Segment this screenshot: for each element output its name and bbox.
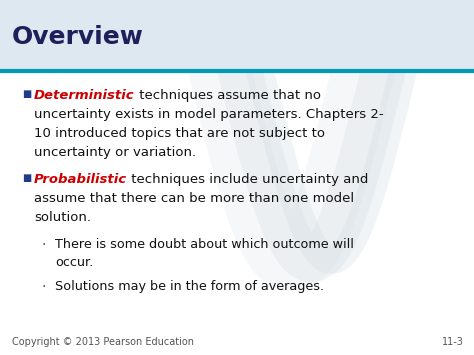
Bar	[0, 0, 474, 71]
Text: ■: ■	[22, 173, 31, 183]
Text: solution.: solution.	[34, 211, 91, 224]
Text: assume that there can be more than one model: assume that there can be more than one m…	[34, 192, 354, 205]
Text: techniques include uncertainty and: techniques include uncertainty and	[127, 173, 368, 186]
Text: uncertainty exists in model parameters. Chapters 2-: uncertainty exists in model parameters. …	[34, 108, 383, 121]
Text: techniques assume that no: techniques assume that no	[135, 89, 320, 102]
Text: Probabilistic: Probabilistic	[34, 173, 127, 186]
Text: uncertainty or variation.: uncertainty or variation.	[34, 146, 196, 159]
Text: Overview: Overview	[12, 25, 144, 49]
Text: ·: ·	[42, 238, 46, 252]
Text: occur.: occur.	[55, 256, 93, 269]
Text: Deterministic: Deterministic	[34, 89, 135, 102]
Text: There is some doubt about which outcome will: There is some doubt about which outcome …	[55, 238, 354, 251]
Text: Copyright © 2013 Pearson Education: Copyright © 2013 Pearson Education	[12, 337, 194, 347]
Text: Solutions may be in the form of averages.: Solutions may be in the form of averages…	[55, 280, 324, 293]
Text: 11-3: 11-3	[442, 337, 464, 347]
Text: 10 introduced topics that are not subject to: 10 introduced topics that are not subjec…	[34, 127, 325, 140]
Text: ·: ·	[42, 280, 46, 294]
Text: ■: ■	[22, 89, 31, 99]
